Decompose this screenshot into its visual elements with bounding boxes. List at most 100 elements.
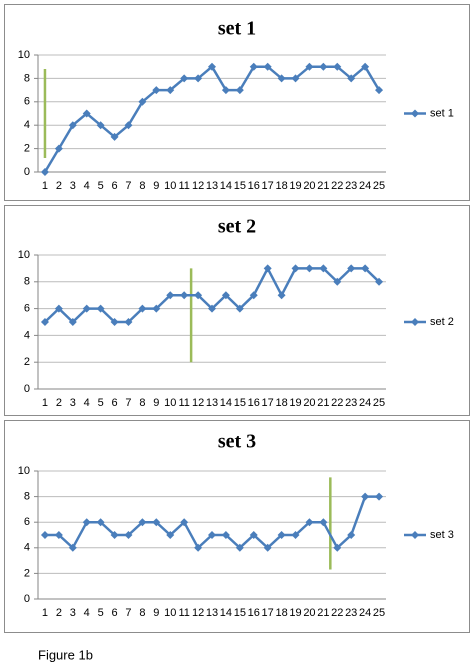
data-point (166, 531, 175, 539)
x-tick-label: 13 (206, 397, 218, 409)
data-point (305, 264, 314, 273)
x-tick-label: 11 (178, 397, 189, 409)
data-point (152, 86, 161, 95)
x-tick-label: 6 (111, 180, 117, 192)
y-tick-label: 6 (24, 303, 30, 315)
data-point (194, 74, 203, 83)
x-tick-label: 5 (98, 397, 104, 409)
x-tick-label: 8 (139, 397, 145, 409)
x-tick-label: 22 (331, 397, 343, 409)
data-point (235, 543, 244, 552)
data-point (221, 531, 230, 539)
x-tick-label: 12 (192, 180, 204, 192)
x-tick-label: 1 (42, 607, 48, 619)
y-tick-label: 0 (24, 383, 30, 395)
data-point (347, 531, 356, 539)
legend-marker (411, 109, 419, 118)
data-point (319, 518, 328, 527)
data-point (194, 291, 203, 300)
x-tick-label: 17 (262, 607, 274, 619)
x-tick-label: 20 (303, 180, 315, 192)
data-point (291, 531, 300, 539)
data-point (305, 518, 314, 527)
x-tick-label: 7 (125, 180, 131, 192)
data-point (375, 492, 384, 501)
x-tick-label: 9 (153, 397, 159, 409)
x-tick-label: 25 (373, 180, 385, 192)
x-tick-label: 10 (164, 397, 176, 409)
x-tick-label: 12 (192, 397, 204, 409)
x-tick-label: 13 (206, 180, 218, 192)
data-point (319, 264, 328, 273)
data-point (263, 543, 272, 552)
data-point (40, 531, 49, 539)
x-tick-label: 23 (345, 180, 357, 192)
x-tick-label: 23 (345, 607, 357, 619)
x-tick-label: 9 (153, 607, 159, 619)
x-tick-label: 15 (234, 397, 246, 409)
x-tick-label: 2 (56, 180, 62, 192)
legend-label: set 2 (430, 316, 454, 328)
x-tick-label: 25 (373, 397, 385, 409)
data-point (221, 291, 230, 300)
data-point (361, 264, 370, 273)
data-point (54, 144, 63, 153)
x-tick-label: 8 (139, 607, 145, 619)
data-point (54, 304, 63, 313)
x-tick-label: 17 (262, 180, 274, 192)
data-point (68, 543, 77, 552)
y-tick-label: 10 (18, 49, 30, 61)
legend-marker (411, 531, 419, 539)
chart-panel (4, 205, 470, 416)
x-tick-label: 18 (275, 607, 287, 619)
data-point (96, 518, 105, 527)
data-point (96, 121, 105, 130)
data-point (40, 168, 49, 176)
y-tick-label: 0 (24, 593, 30, 605)
data-point (180, 74, 189, 83)
data-point (110, 318, 119, 326)
x-tick-label: 10 (164, 180, 176, 192)
y-tick-label: 8 (24, 72, 30, 84)
x-tick-label: 14 (220, 180, 232, 192)
data-point (82, 518, 91, 527)
y-tick-label: 6 (24, 96, 30, 108)
x-tick-label: 6 (111, 607, 117, 619)
x-tick-label: 14 (220, 607, 232, 619)
data-point (180, 518, 189, 527)
x-tick-label: 4 (84, 607, 90, 619)
x-tick-label: 13 (206, 607, 218, 619)
x-tick-label: 24 (359, 397, 371, 409)
data-point (208, 304, 216, 313)
x-tick-label: 3 (70, 607, 76, 619)
x-tick-label: 18 (275, 397, 287, 409)
data-point (235, 304, 244, 313)
x-tick-label: 19 (289, 180, 301, 192)
x-tick-label: 6 (111, 397, 117, 409)
legend-label: set 3 (430, 529, 454, 541)
y-tick-label: 10 (18, 465, 30, 477)
chart-title: set 2 (218, 216, 256, 238)
x-tick-label: 14 (220, 397, 232, 409)
y-tick-label: 8 (24, 491, 30, 503)
y-tick-label: 2 (24, 356, 30, 368)
data-point (249, 62, 258, 71)
x-tick-label: 19 (289, 397, 301, 409)
y-tick-label: 4 (24, 542, 30, 554)
data-point (40, 318, 49, 326)
data-point (277, 531, 286, 539)
x-tick-label: 11 (178, 180, 189, 192)
x-tick-label: 15 (234, 180, 246, 192)
data-point (277, 291, 286, 300)
x-tick-label: 10 (164, 607, 176, 619)
data-point (291, 74, 300, 83)
data-point (68, 318, 77, 326)
x-tick-label: 22 (331, 607, 343, 619)
x-tick-label: 2 (56, 607, 62, 619)
legend-label: set 1 (430, 107, 454, 119)
data-point (180, 291, 189, 300)
x-tick-label: 11 (178, 607, 189, 619)
data-point (375, 277, 384, 286)
data-point (138, 304, 147, 313)
